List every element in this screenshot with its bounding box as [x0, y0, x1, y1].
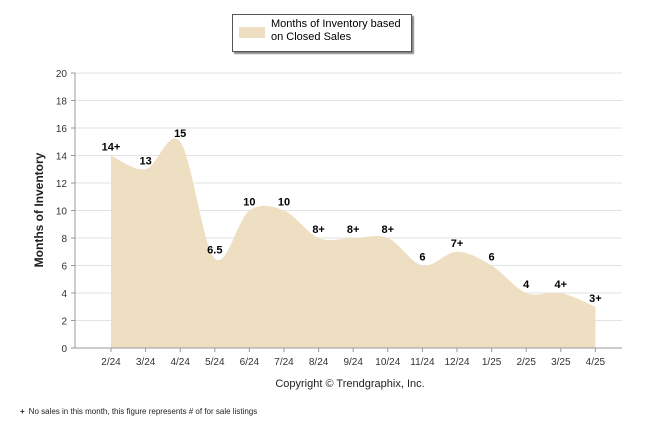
y-tick-label: 14 — [56, 152, 68, 163]
data-label: 10 — [278, 197, 290, 209]
legend-swatch — [239, 27, 265, 38]
footnote-marker: + — [20, 407, 25, 416]
x-tick-label: 10/24 — [375, 357, 400, 368]
x-tick-label: 3/25 — [551, 357, 571, 368]
x-tick-label: 1/25 — [482, 357, 502, 368]
y-tick-label: 6 — [61, 262, 67, 273]
y-tick-label: 8 — [61, 234, 67, 245]
chart-legend: Months of Inventory based on Closed Sale… — [232, 14, 412, 52]
area-series — [111, 138, 596, 348]
data-label: 6 — [419, 252, 425, 264]
data-label: 15 — [174, 128, 186, 140]
x-tick-label: 2/25 — [516, 357, 536, 368]
footnote: + No sales in this month, this figure rep… — [20, 407, 257, 416]
x-tick-label: 8/24 — [309, 357, 329, 368]
x-tick-label: 7/24 — [274, 357, 294, 368]
copyright-caption: Copyright © Trendgraphix, Inc. — [275, 378, 424, 390]
y-tick-label: 18 — [56, 97, 68, 108]
data-label: 6 — [489, 252, 495, 264]
data-label: 8+ — [312, 224, 325, 236]
axes: 0 2 4 6 8 10 12 14 16 18 20 2/24 3/24 4/24 5/24 6/24 7/2… — [56, 69, 622, 368]
data-label: 4 — [523, 279, 530, 291]
x-tick-label: 4/24 — [170, 357, 190, 368]
x-tick-label: 2/24 — [101, 357, 121, 368]
x-tick-label: 5/24 — [205, 357, 225, 368]
data-label: 7+ — [451, 238, 464, 250]
y-tick-label: 2 — [61, 317, 67, 328]
x-tick-label: 6/24 — [240, 357, 260, 368]
area-fill — [111, 138, 596, 348]
data-label: 4+ — [555, 279, 568, 291]
x-tick-label: 11/24 — [410, 357, 435, 368]
y-tick-label: 20 — [56, 69, 68, 80]
y-tick-label: 10 — [56, 207, 68, 218]
data-label: 14+ — [102, 142, 121, 154]
data-label: 8+ — [382, 224, 395, 236]
y-tick-label: 12 — [56, 179, 68, 190]
x-tick-label: 12/24 — [444, 357, 469, 368]
y-tick-label: 16 — [56, 124, 68, 135]
data-label: 3+ — [589, 293, 602, 305]
y-axis-title: Months of Inventory — [32, 152, 46, 267]
footnote-text: No sales in this month, this figure repr… — [28, 407, 258, 416]
data-label: 10 — [243, 197, 255, 209]
data-label: 13 — [139, 155, 151, 167]
legend-label: Months of Inventory based on Closed Sale… — [271, 18, 401, 43]
x-tick-label: 4/25 — [586, 357, 606, 368]
x-tick-label: 3/24 — [136, 357, 156, 368]
data-label: 6.5 — [207, 245, 222, 257]
data-label: 8+ — [347, 224, 360, 236]
y-tick-label: 4 — [61, 289, 67, 300]
y-tick-label: 0 — [61, 344, 67, 355]
x-tick-label: 9/24 — [343, 357, 363, 368]
data-labels: 14+ 13 15 6.5 10 10 8+ 8+ 8+ 6 7+ 6 4 4+ 3+ — [102, 128, 602, 305]
